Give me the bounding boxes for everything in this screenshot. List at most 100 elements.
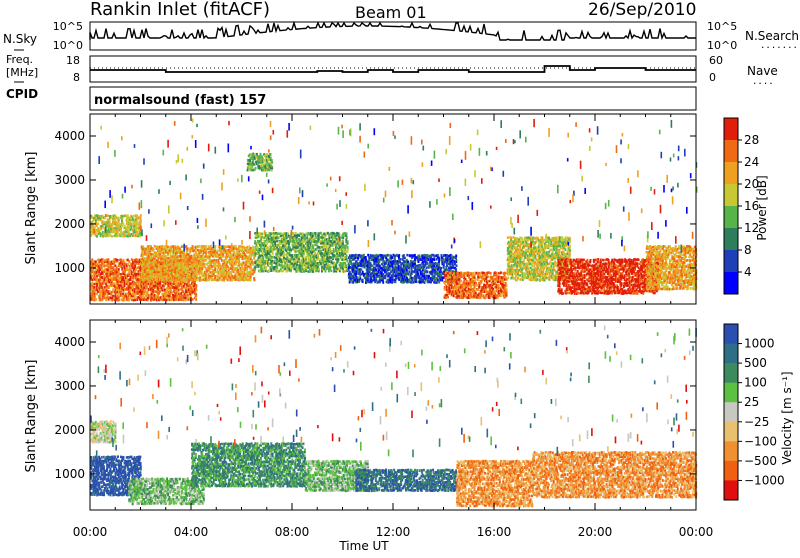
power-echo-cell (441, 279, 443, 282)
power-echo-cell (320, 250, 322, 253)
power-echo-cell (424, 281, 426, 284)
power-echo-cell (121, 215, 123, 218)
power-echo-cell (295, 250, 297, 253)
power-echo-cell (365, 256, 367, 259)
power-echo-cell (375, 279, 377, 282)
power-echo-cell (185, 297, 187, 300)
power-echo-cell (455, 268, 457, 271)
power-echo-cell (92, 293, 94, 296)
power-echo-cell (362, 279, 364, 282)
power-echo-cell (195, 293, 197, 296)
power-echo-cell (428, 275, 430, 278)
power-echo-cell (161, 287, 163, 290)
power-echo-cell (134, 271, 136, 274)
power-echo-cell (400, 258, 402, 261)
power-echo-cell (388, 254, 390, 257)
power-echo-cell (156, 265, 158, 268)
power-echo-cell (213, 259, 215, 262)
power-echo-cell (107, 258, 109, 261)
power-echo-cell (119, 284, 121, 287)
power-echo-cell (235, 263, 237, 266)
power-echo-cell (293, 240, 295, 243)
power-echo-cell (252, 246, 254, 249)
power-echo-cell (224, 245, 226, 248)
power-echo-cell (295, 232, 297, 235)
power-echo-cell (453, 272, 455, 275)
power-echo-cell (392, 265, 394, 268)
power-echo-cell (247, 169, 249, 172)
power-echo-cell (215, 259, 217, 262)
cpid-label: CPID (6, 87, 38, 101)
power-echo-cell (433, 259, 435, 262)
power-echo-cell (406, 254, 408, 257)
nsky-line (90, 23, 696, 40)
power-echo-cell (338, 234, 340, 237)
power-echo-cell (95, 231, 97, 234)
power-echo-cell (158, 269, 160, 272)
power-echo-cell (117, 235, 119, 238)
power-echo-cell (195, 297, 197, 300)
power-echo-cell (277, 232, 279, 235)
nsearch-tick-bottom: 10^0 (707, 39, 737, 52)
power-echo-cell (408, 267, 410, 270)
power-echo-cell (140, 223, 142, 226)
power-echo-cell (454, 293, 456, 296)
freq-line (90, 66, 696, 72)
power-echo-cell (235, 245, 237, 248)
power-echo-cell (154, 251, 156, 254)
power-echo-cell (460, 272, 462, 275)
power-echo-cell (344, 262, 346, 265)
power-echo-cell (195, 289, 197, 292)
power-echo-cell (181, 257, 183, 260)
nave-tick-top: 60 (709, 54, 723, 67)
power-echo-cell (254, 240, 256, 243)
power-echo-cell (197, 249, 199, 252)
power-echo-cell (100, 235, 102, 238)
power-echo-cell (139, 235, 141, 238)
power-echo-cell (110, 215, 112, 218)
power-echo-cell (459, 289, 461, 292)
power-echo-cell (357, 276, 359, 279)
power-echo-cell (94, 295, 96, 298)
power-echo-cell (151, 277, 153, 280)
power-echo-cell (205, 259, 207, 262)
power-echo-cell (216, 250, 218, 253)
power-echo-cell (406, 269, 408, 272)
freq-tick-bottom: 8 (73, 71, 80, 84)
power-echo-cell (152, 248, 154, 251)
power-echo-cell (141, 273, 143, 276)
power-echo-cell (142, 263, 144, 266)
power-echo-cell (233, 254, 235, 257)
power-echo-cell (308, 258, 310, 261)
power-echo-cell (460, 280, 462, 283)
power-echo-cell (128, 271, 130, 274)
power-echo-cell (99, 215, 101, 218)
power-echo-cell (270, 157, 272, 160)
power-echo-cell (324, 239, 326, 242)
power-echo-cell (214, 275, 216, 278)
power-echo-cell (214, 245, 216, 248)
power-echo-cell (324, 236, 326, 239)
power-echo-cell (317, 252, 319, 255)
power-echo-band (141, 245, 256, 282)
power-echo-cell (456, 264, 458, 267)
power-echo-cell (427, 262, 429, 265)
power-echo-cell (124, 285, 126, 288)
power-echo-cell (347, 240, 349, 243)
power-echo-cell (338, 258, 340, 261)
power-echo-cell (255, 167, 257, 170)
power-echo-cell (363, 254, 365, 257)
power-echo-cell (142, 267, 144, 270)
power-echo-cell (191, 279, 193, 282)
power-echo-cell (250, 265, 252, 268)
power-echo-cell (346, 264, 348, 267)
power-echo-cell (438, 257, 440, 260)
power-echo-cell (238, 259, 240, 262)
power-echo-cell (251, 259, 253, 262)
power-echo-cell (205, 245, 207, 248)
power-echo-cell (169, 295, 171, 298)
power-echo-cell (250, 279, 252, 282)
power-echo-cell (270, 153, 272, 156)
power-echo-cell (188, 253, 190, 256)
